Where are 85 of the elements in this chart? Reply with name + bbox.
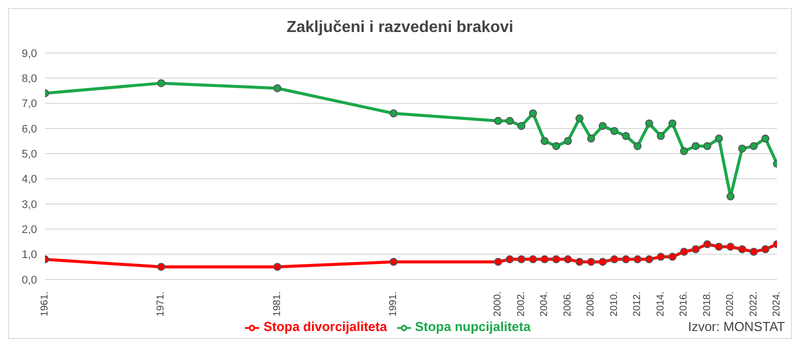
point [738,245,746,254]
point [622,132,630,140]
point [692,142,700,150]
point [668,252,676,261]
point [761,245,770,254]
point [750,142,758,150]
point [610,255,618,264]
point [738,144,746,153]
point [587,134,596,143]
y-tick-label: 2,0 [22,224,37,236]
point [552,255,560,264]
point [680,147,688,156]
x-tick-label: 2014. [655,291,666,316]
point [157,262,166,271]
x-tick-label: 2020. [725,291,736,316]
x-tick-label: 2006. [562,291,574,316]
x-tick-label: 2008. [586,291,597,316]
y-tick-label: 4,0 [22,174,37,186]
x-tick-label: 2016. [678,291,690,316]
x-tick-label: 1971. [156,291,167,316]
y-tick-label: 3,0 [22,198,37,211]
point [634,255,642,264]
point [564,255,572,264]
point [529,255,537,264]
x-tick-label: 1961. [40,291,50,316]
point [494,258,502,266]
y-tick-label: 0,0 [22,274,37,286]
point [506,116,514,125]
x-tick-label: 2022. [748,291,760,316]
x-tick-label: 2018. [702,291,713,316]
x-tick-label: 2012. [632,291,644,316]
legend-label: Stopa divorcijaliteta [263,319,387,334]
point [680,248,688,256]
point [517,255,526,264]
y-tick-label: 8,0 [22,73,37,86]
point [273,262,282,271]
point [703,240,712,248]
point [714,134,723,143]
point [540,137,549,146]
point [529,109,537,118]
point [692,245,700,254]
point [714,242,723,251]
point [750,248,758,256]
chart-title: Zaključeni i razvedeni brakovi [286,18,514,38]
point [726,192,735,200]
point [656,252,665,261]
point [634,142,642,150]
point [645,119,654,128]
point [656,132,665,140]
x-tick-label: 2000. [492,291,504,316]
y-tick-label: 5,0 [22,148,37,161]
point [598,258,607,266]
x-tick-label: 1991. [388,291,400,316]
point [540,255,549,264]
point [598,122,607,130]
point [506,255,514,264]
point [703,142,712,150]
point [668,119,676,128]
point [494,116,502,125]
y-tick-label: 6,0 [22,123,37,136]
x-tick-label: 2002. [516,291,527,316]
point [390,258,398,266]
x-tick-label: 2024. [772,291,782,316]
point [157,79,166,88]
point [622,255,630,264]
point [587,258,596,266]
point [517,122,526,130]
text: Izvor: MONSTAT [688,319,785,334]
x-tick-label: 2004. [539,291,550,316]
point [575,114,584,122]
point [645,255,654,264]
y-tick-label: 7,0 [22,98,37,110]
point [761,134,770,143]
x-tick-label: 2010. [608,291,620,316]
point [552,142,560,150]
x-tick-label: 1981. [272,291,283,316]
legend-label: Stopa nupcijaliteta [414,319,531,334]
point [575,258,584,266]
point [610,126,618,135]
y-tick-label: 1,0 [22,249,37,262]
point [726,242,735,251]
y-tick-label: 9,0 [22,48,37,60]
point [273,84,282,92]
point [390,109,398,118]
point [564,137,572,146]
